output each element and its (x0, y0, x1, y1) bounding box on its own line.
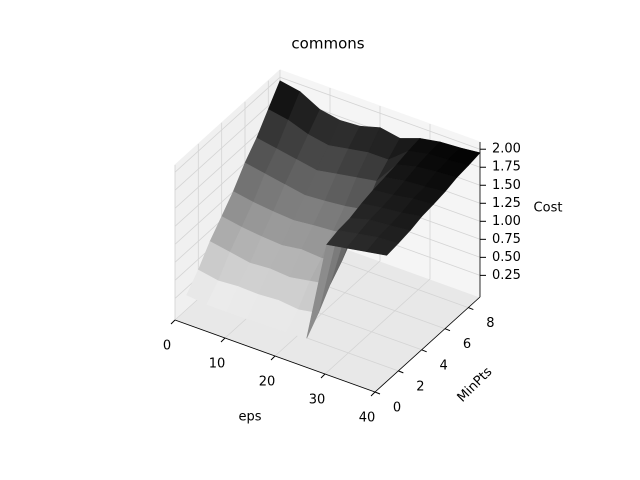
y-axis-label: MinPts (455, 364, 496, 405)
x-tick-label: 10 (209, 357, 226, 372)
grid-line (174, 76, 481, 173)
y-tick-label: 8 (486, 316, 494, 331)
surface-face (366, 237, 399, 256)
x-tick (220, 337, 226, 343)
x-tick-label: 30 (309, 393, 326, 408)
y-tick (468, 307, 474, 311)
z-tick-label: 0.50 (492, 250, 521, 265)
z-tick-label: 2.00 (492, 142, 521, 157)
y-tick-label: 2 (416, 379, 424, 394)
y-tick-label: 4 (440, 358, 448, 373)
x-tick (320, 373, 326, 379)
x-tick (270, 355, 276, 361)
x-tick (370, 391, 376, 397)
x-tick-label: 0 (163, 339, 171, 354)
z-axis-label: Cost (534, 201, 563, 216)
y-tick-label: 6 (463, 337, 471, 352)
x-tick (170, 319, 176, 325)
z-tick-label: 1.25 (492, 196, 521, 211)
z-tick-label: 1.00 (492, 214, 521, 229)
y-axis (374, 296, 481, 393)
x-tick-label: 40 (359, 411, 376, 426)
z-tick-label: 1.50 (492, 178, 521, 193)
y-tick (444, 328, 451, 332)
x-axis-label: eps (238, 410, 261, 425)
z-tick-label: 0.75 (492, 232, 521, 247)
y-tick (374, 391, 381, 395)
y-tick (398, 370, 404, 374)
z-tick-label: 0.25 (492, 268, 521, 283)
y-tick (421, 349, 427, 353)
chart-title: commons (291, 35, 364, 53)
x-tick-label: 20 (259, 375, 276, 390)
z-tick-label: 1.75 (492, 160, 521, 175)
y-tick-label: 0 (393, 401, 401, 416)
